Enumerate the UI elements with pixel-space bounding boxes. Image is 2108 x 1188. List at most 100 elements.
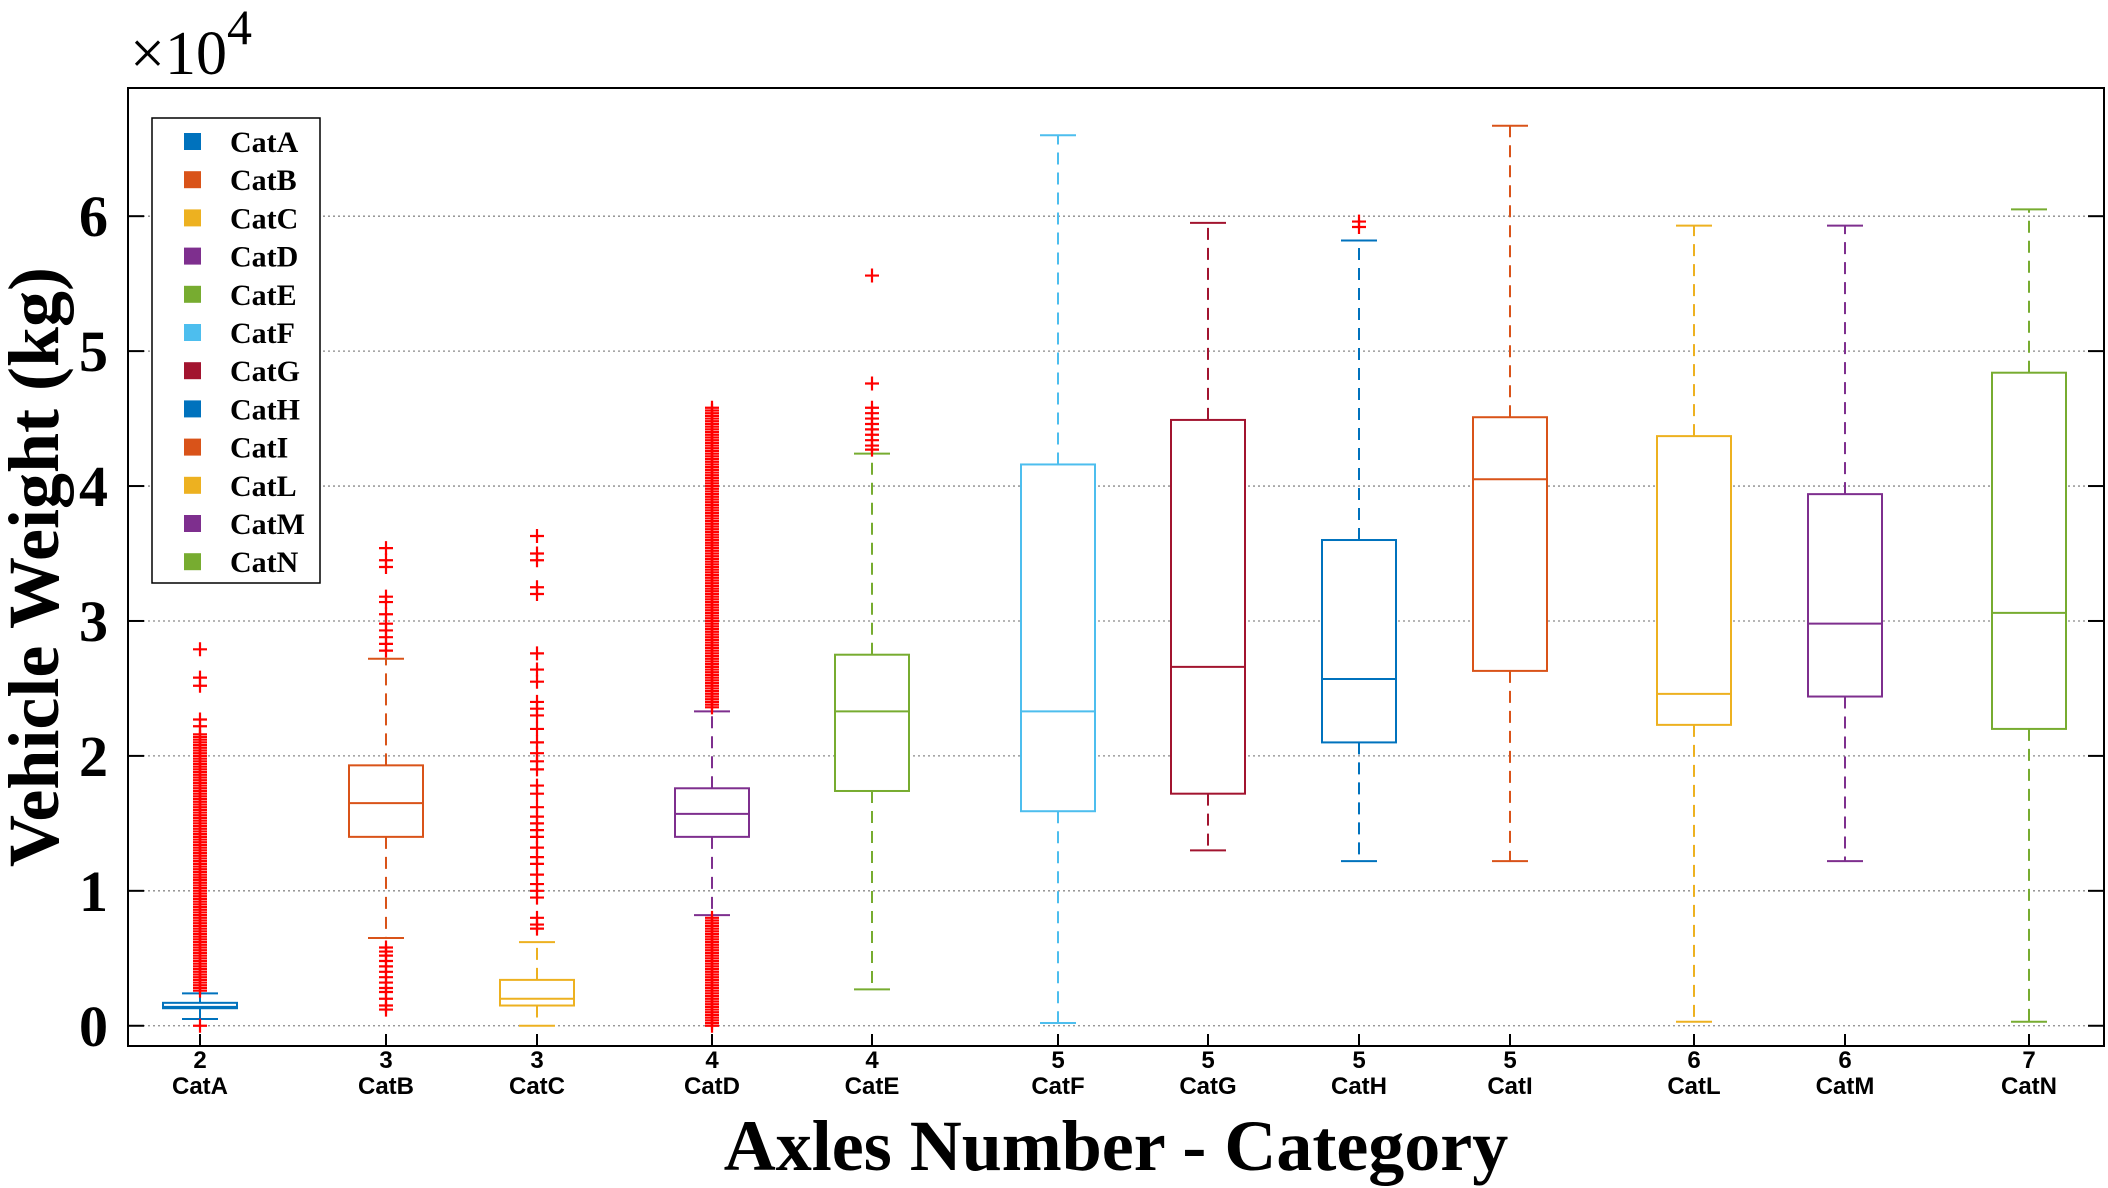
outlier-marker xyxy=(530,762,544,777)
legend-swatch xyxy=(184,171,201,189)
y-tick-label: 5 xyxy=(79,319,108,384)
outlier-marker xyxy=(530,786,544,801)
outlier-marker xyxy=(530,662,544,677)
boxplots xyxy=(162,124,2067,1033)
box-iqr xyxy=(1807,493,1883,698)
x-tick-axles: 7 xyxy=(2022,1047,2035,1074)
box-iqr xyxy=(834,653,910,792)
legend-swatch xyxy=(184,400,201,418)
y-axis-label: Vehicle Weight (kg) xyxy=(0,267,74,867)
legend-label: CatN xyxy=(230,546,299,579)
box-catd xyxy=(674,400,750,1033)
box-catc xyxy=(499,528,575,1027)
x-tick-category: CatC xyxy=(509,1073,565,1100)
box-catl xyxy=(1656,224,1732,1023)
box-iqr xyxy=(1472,416,1548,672)
outlier-marker xyxy=(530,890,544,905)
outliers xyxy=(530,528,544,936)
y-tick-label: 4 xyxy=(79,454,108,519)
outlier-marker xyxy=(193,1018,207,1033)
outlier-marker xyxy=(530,721,544,736)
outlier-marker xyxy=(705,910,719,925)
x-tick-category: CatN xyxy=(2001,1073,2057,1100)
x-tick-axles: 3 xyxy=(379,1047,392,1074)
outliers xyxy=(705,400,719,1033)
y-tick-label: 0 xyxy=(79,994,108,1059)
legend-label: CatD xyxy=(230,241,298,274)
legend-box xyxy=(151,117,321,584)
y-tick-label: 2 xyxy=(79,724,108,789)
legend-swatch xyxy=(184,553,201,571)
legend-swatch xyxy=(184,438,201,456)
legend-label: CatC xyxy=(230,202,298,235)
outlier-marker xyxy=(865,268,879,283)
x-tick-category: CatI xyxy=(1487,1073,1532,1100)
x-tick-axles: 5 xyxy=(1352,1047,1365,1074)
box-catf xyxy=(1020,134,1096,1025)
y-tick-label: 6 xyxy=(79,184,108,249)
legend: CatA CatB CatC CatD CatE CatF CatG CatH CatI CatL… xyxy=(151,117,321,584)
box-catm xyxy=(1807,224,1883,863)
legend-label: CatG xyxy=(230,355,300,388)
outliers xyxy=(379,541,393,1017)
outlier-marker xyxy=(1352,219,1366,234)
box-catb xyxy=(348,541,424,1017)
box-catn xyxy=(1991,208,2067,1023)
legend-swatch xyxy=(184,247,201,265)
x-tick-category: CatE xyxy=(845,1073,900,1100)
outliers xyxy=(1352,214,1366,234)
legend-label: CatA xyxy=(230,126,299,159)
outlier-marker xyxy=(193,642,207,657)
box-iqr xyxy=(1020,463,1096,813)
box-cata xyxy=(162,642,238,1033)
legend-swatch xyxy=(184,515,201,532)
legend-label: CatE xyxy=(230,279,297,312)
x-tick-axles: 3 xyxy=(530,1047,543,1074)
box-catg xyxy=(1170,221,1246,852)
legend-swatch xyxy=(184,362,201,380)
outliers xyxy=(193,642,207,1033)
x-axis-ticks: 2CatA3CatB3CatC4CatD4CatE5CatF5CatG5CatH… xyxy=(172,1034,2057,1100)
outlier-marker xyxy=(865,442,879,457)
outlier-marker xyxy=(530,528,544,543)
box-iqr xyxy=(1656,435,1732,726)
legend-label: CatI xyxy=(230,432,288,465)
box-iqr xyxy=(162,1001,238,1010)
legend-label: CatM xyxy=(230,508,305,541)
box-iqr xyxy=(1321,539,1397,744)
x-tick-category: CatA xyxy=(172,1073,228,1100)
x-axis-label: Axles Number - Category xyxy=(724,1106,1509,1186)
x-tick-category: CatD xyxy=(684,1073,740,1100)
outlier-marker xyxy=(379,643,393,658)
box-cate xyxy=(834,268,910,991)
outlier-marker xyxy=(530,586,544,601)
legend-swatch xyxy=(184,285,201,303)
outlier-marker xyxy=(865,376,879,391)
outlier-marker xyxy=(379,560,393,574)
y-axis-multiplier: ×104 xyxy=(130,0,252,88)
outlier-marker xyxy=(193,678,207,693)
box-iqr xyxy=(499,978,575,1007)
box-iqr xyxy=(1991,371,2067,730)
outlier-marker xyxy=(530,708,544,723)
x-tick-axles: 4 xyxy=(705,1047,719,1074)
x-tick-category: CatB xyxy=(358,1073,414,1100)
outlier-marker xyxy=(530,646,544,661)
x-tick-axles: 5 xyxy=(1503,1047,1516,1074)
y-tick-label: 1 xyxy=(79,859,108,924)
legend-label: CatB xyxy=(230,164,297,197)
legend-label: CatL xyxy=(230,470,297,503)
outliers xyxy=(865,268,879,457)
outlier-marker xyxy=(379,541,393,556)
x-tick-category: CatL xyxy=(1667,1073,1720,1100)
x-tick-axles: 6 xyxy=(1838,1047,1851,1074)
outlier-marker xyxy=(530,921,544,936)
x-tick-category: CatF xyxy=(1031,1073,1084,1100)
legend-swatch xyxy=(184,133,201,150)
y-tick-label: 3 xyxy=(79,589,108,654)
box-iqr xyxy=(1170,418,1246,795)
outlier-marker xyxy=(379,1002,393,1017)
legend-label: CatH xyxy=(230,393,300,426)
x-tick-category: CatM xyxy=(1816,1073,1875,1100)
